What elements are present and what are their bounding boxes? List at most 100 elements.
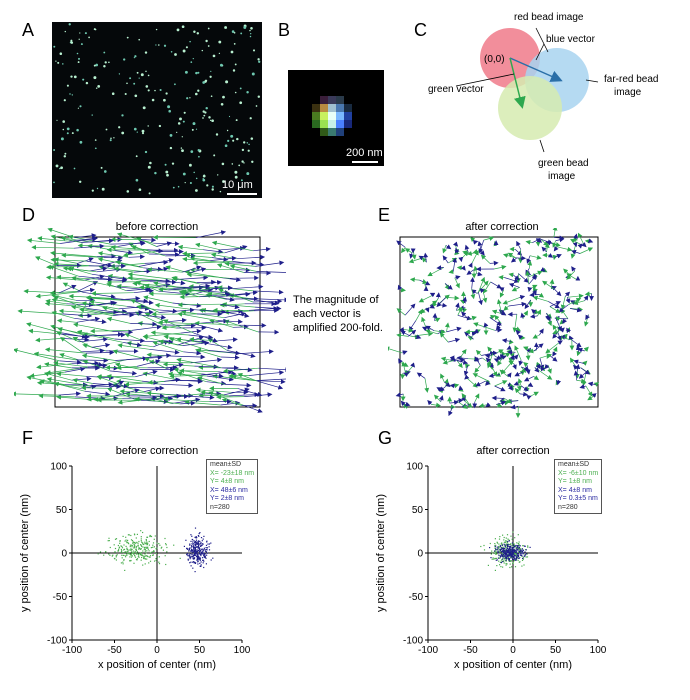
- blue-vector: [395, 392, 404, 398]
- blue-vector: [489, 317, 502, 326]
- blue-vector: [138, 258, 174, 267]
- blue-vector: [149, 348, 180, 355]
- bead-dot: [60, 137, 64, 141]
- green-point: [503, 562, 505, 564]
- bead-dot: [197, 89, 200, 92]
- blue-vector: [77, 287, 95, 293]
- green-vector: [528, 270, 543, 278]
- green-point: [504, 558, 506, 560]
- green-point: [130, 544, 132, 546]
- blue-vector: [84, 390, 111, 397]
- green-point: [143, 548, 145, 550]
- blue-point: [509, 560, 511, 562]
- bead-dot: [205, 106, 208, 110]
- bead-dot: [79, 32, 81, 34]
- blue-point: [513, 555, 515, 557]
- bead-dot: [63, 99, 66, 102]
- green-point: [116, 554, 118, 556]
- bead-dot: [144, 150, 148, 154]
- green-vector: [552, 228, 558, 238]
- green-vector: [198, 364, 219, 370]
- blue-vector: [558, 304, 569, 313]
- blue-vector: [87, 331, 123, 337]
- blue-point: [197, 549, 199, 551]
- bead-dot: [71, 132, 74, 135]
- blue-vector: [217, 319, 243, 325]
- blue-vector: [508, 282, 520, 288]
- bead-dot: [243, 26, 247, 29]
- blue-vector: [78, 337, 109, 343]
- green-point: [108, 540, 110, 542]
- blue-point: [507, 545, 509, 547]
- blue-vector: [217, 337, 238, 343]
- blue-vector: [549, 301, 562, 307]
- x-tick-label: -100: [418, 645, 438, 656]
- blue-point: [516, 556, 518, 559]
- green-vector: [44, 301, 85, 308]
- blue-point: [206, 554, 208, 556]
- bead-dot: [163, 98, 166, 102]
- blue-vector: [565, 297, 571, 304]
- green-point: [509, 566, 511, 569]
- green-point: [154, 560, 156, 562]
- blue-vector: [533, 343, 544, 352]
- legend-line: mean±SD: [558, 461, 590, 468]
- bead-dot: [241, 148, 245, 152]
- bead-dot: [202, 81, 206, 84]
- green-vector: [26, 375, 66, 386]
- green-vector: [116, 365, 137, 371]
- blue-point: [198, 547, 200, 549]
- green-vector: [544, 242, 550, 253]
- green-vector: [231, 374, 256, 381]
- bead-dot: [258, 60, 261, 63]
- blue-point: [189, 556, 191, 558]
- blue-vector: [557, 340, 563, 345]
- green-point: [133, 544, 135, 546]
- blue-vector: [548, 354, 558, 362]
- green-point: [518, 543, 520, 545]
- bead-dot: [208, 116, 211, 119]
- blue-vector: [216, 291, 251, 298]
- blue-vector: [501, 355, 507, 360]
- green-point: [491, 550, 493, 552]
- green-point: [521, 559, 524, 561]
- bead-dot: [231, 163, 234, 165]
- blue-vector: [97, 277, 128, 283]
- blue-vector: [91, 273, 128, 282]
- bead-dot: [93, 76, 97, 80]
- blue-vector: [144, 386, 161, 392]
- blue-point: [522, 552, 524, 554]
- bead-dot: [77, 107, 79, 109]
- bead-dot: [234, 63, 237, 66]
- green-vector: [567, 297, 582, 306]
- x-tick-label: -50: [107, 645, 122, 656]
- blue-vector: [524, 299, 531, 310]
- bead-dot: [183, 111, 186, 114]
- blue-vector: [546, 312, 551, 322]
- bead-dot: [205, 39, 208, 43]
- blue-point: [191, 551, 194, 553]
- green-point: [152, 551, 154, 553]
- green-vector: [501, 350, 506, 357]
- green-point: [164, 555, 166, 557]
- blue-vector: [219, 303, 240, 310]
- bead-dot: [212, 54, 216, 58]
- blue-point: [197, 535, 199, 537]
- green-point: [515, 546, 518, 548]
- blue-point: [510, 551, 512, 553]
- bead-dot: [85, 81, 89, 85]
- blue-vector: [127, 385, 165, 391]
- blue-vector: [438, 395, 444, 402]
- blue-vector: [258, 367, 286, 373]
- blue-vector: [193, 309, 227, 315]
- green-point: [148, 556, 150, 558]
- blue-vector: [83, 274, 105, 281]
- bead-dot: [136, 131, 138, 133]
- bead-dot: [167, 105, 171, 109]
- bead-dot: [189, 97, 191, 99]
- green-vector: [519, 370, 525, 376]
- blue-vector: [418, 255, 424, 261]
- green-point: [133, 553, 135, 555]
- bead-dot: [145, 85, 149, 88]
- green-point: [487, 564, 489, 566]
